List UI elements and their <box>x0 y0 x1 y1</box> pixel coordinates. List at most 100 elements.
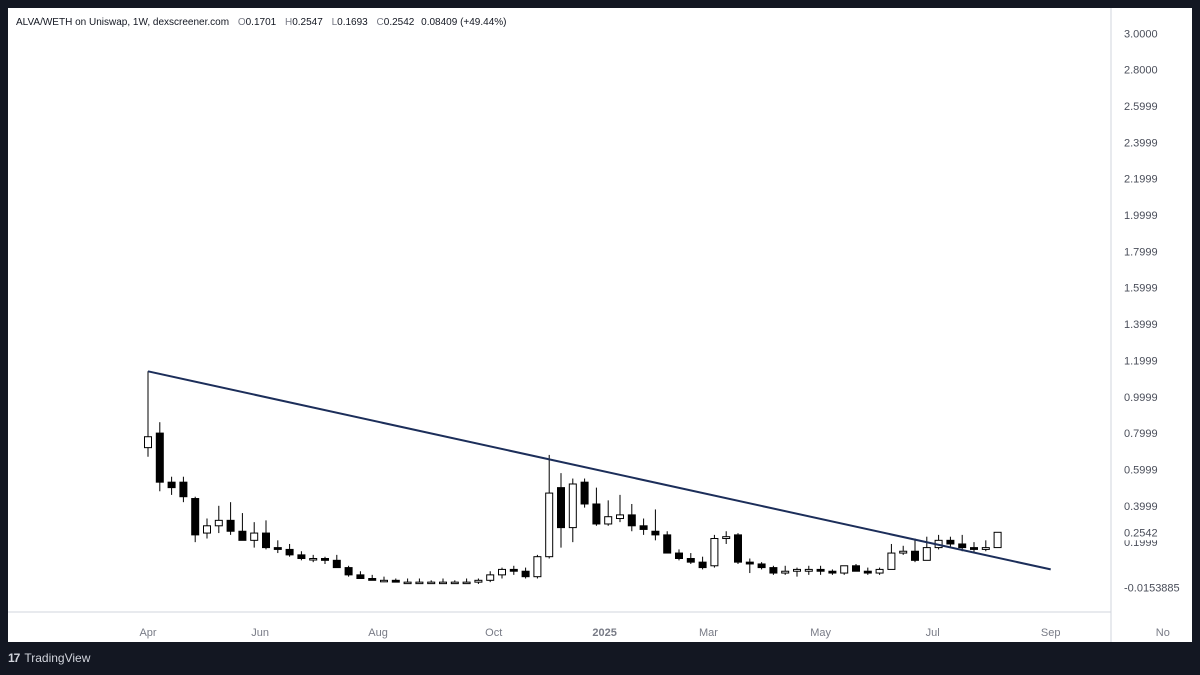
candle-body <box>580 481 589 505</box>
candle-body <box>993 531 1002 549</box>
candle-body <box>899 550 908 554</box>
candle-body <box>226 519 235 532</box>
candle-body <box>321 558 329 561</box>
candle-body <box>214 519 223 527</box>
candle-body <box>757 563 766 569</box>
chart-frame: ALVA/WETH on Uniswap, 1W, dexscreener.co… <box>8 8 1192 642</box>
x-tick-label: Sep <box>1041 627 1061 639</box>
y-tick-label: 0.9999 <box>1124 392 1158 404</box>
open-value: 0.1701 <box>245 17 277 28</box>
candle-body <box>297 554 306 560</box>
price-chart[interactable]: 3.20003.00002.80002.59992.39992.19991.99… <box>8 8 1192 642</box>
candle-body <box>981 547 990 550</box>
candle-body <box>911 550 919 561</box>
candle-body <box>568 483 577 529</box>
candle-body <box>840 565 849 574</box>
candle-body <box>356 574 365 579</box>
symbol-label: ALVA/WETH on Uniswap, 1W, dexscreener.co… <box>16 17 230 28</box>
candle-body <box>344 567 353 576</box>
candle-body <box>415 581 424 585</box>
x-tick-label: Mar <box>699 627 718 639</box>
candle-body <box>498 568 506 576</box>
candle-body <box>804 568 813 572</box>
y-low-label: -0.0153885 <box>1124 583 1180 595</box>
candle-body <box>946 539 955 545</box>
candle-body <box>250 532 259 541</box>
x-tick-label: Jul <box>926 627 940 639</box>
candle-body <box>403 581 412 585</box>
chart-legend: ALVA/WETH on Uniswap, 1W, dexscreener.co… <box>16 17 506 28</box>
candle-body <box>852 565 860 572</box>
y-tick-label: 1.9999 <box>1124 210 1158 222</box>
candle-body <box>710 538 719 567</box>
footer-bar: 17 TradingView <box>8 649 90 667</box>
candle-body <box>462 581 471 585</box>
candle-body <box>474 579 483 583</box>
close-value: 0.2542 <box>383 17 415 28</box>
candle-body <box>427 581 436 585</box>
low-key: L <box>331 17 338 28</box>
candle-body <box>285 548 294 556</box>
candle-body <box>616 514 624 520</box>
y-tick-label: 1.5999 <box>1124 283 1158 295</box>
x-tick-label: No <box>1156 627 1170 639</box>
y-tick-label: 2.1999 <box>1124 174 1158 186</box>
candle-body <box>686 558 695 563</box>
x-tick-label: Oct <box>485 627 502 639</box>
trendline <box>147 370 1051 571</box>
candle-body <box>592 503 601 525</box>
candle-body <box>970 547 978 550</box>
candle-body <box>486 574 495 581</box>
open-key: O <box>237 17 246 28</box>
candle-body <box>828 570 837 574</box>
candle-body <box>887 552 896 570</box>
y-tick-label: 2.8000 <box>1124 65 1158 77</box>
candle-body <box>450 581 459 585</box>
candle-body <box>262 532 270 549</box>
candle-body <box>745 561 754 565</box>
candle-body <box>698 561 707 569</box>
y-tick-label: 1.1999 <box>1124 355 1158 367</box>
candle-body <box>627 514 636 527</box>
candle-body <box>863 570 872 574</box>
y-tick-label: 2.5999 <box>1124 101 1158 113</box>
candle-body <box>309 558 318 561</box>
candle-body <box>144 436 152 449</box>
candle-body <box>545 492 554 558</box>
candle-body <box>922 547 931 561</box>
candle-body <box>663 534 672 554</box>
change-value: 0.08409 (+49.44%) <box>421 17 507 28</box>
candle-body <box>391 579 400 583</box>
candle-body <box>273 547 282 550</box>
candle-body <box>380 579 388 583</box>
candle-body <box>793 568 801 572</box>
close-key: C <box>376 17 384 28</box>
y-tick-label: 0.3999 <box>1124 501 1158 513</box>
candle-body <box>781 570 790 574</box>
candle-body <box>167 481 176 489</box>
candle-body <box>675 552 683 560</box>
high-value: 0.2547 <box>292 17 323 28</box>
candle-body <box>958 543 967 549</box>
candle-body <box>203 525 211 534</box>
high-key: H <box>284 17 293 28</box>
candle-body <box>769 567 778 574</box>
y-tick-label: 1.7999 <box>1124 246 1158 258</box>
candle-body <box>155 432 164 483</box>
candle-body <box>238 530 247 541</box>
candle-body <box>332 559 341 569</box>
brand-label[interactable]: TradingView <box>24 651 91 665</box>
low-value: 0.1693 <box>337 17 368 28</box>
last-price-tag <box>1112 524 1182 541</box>
candle-body <box>509 568 518 572</box>
y-tick-label: 0.5999 <box>1124 464 1158 476</box>
candle-body <box>521 570 530 578</box>
candle-body <box>604 516 613 525</box>
candle-body <box>722 536 731 540</box>
candle-body <box>533 556 542 578</box>
candle-body <box>639 525 648 530</box>
y-tick-label: 1.3999 <box>1124 319 1158 331</box>
x-tick-label: Apr <box>139 627 156 639</box>
candle-body <box>368 578 377 581</box>
candle-body <box>816 568 825 572</box>
